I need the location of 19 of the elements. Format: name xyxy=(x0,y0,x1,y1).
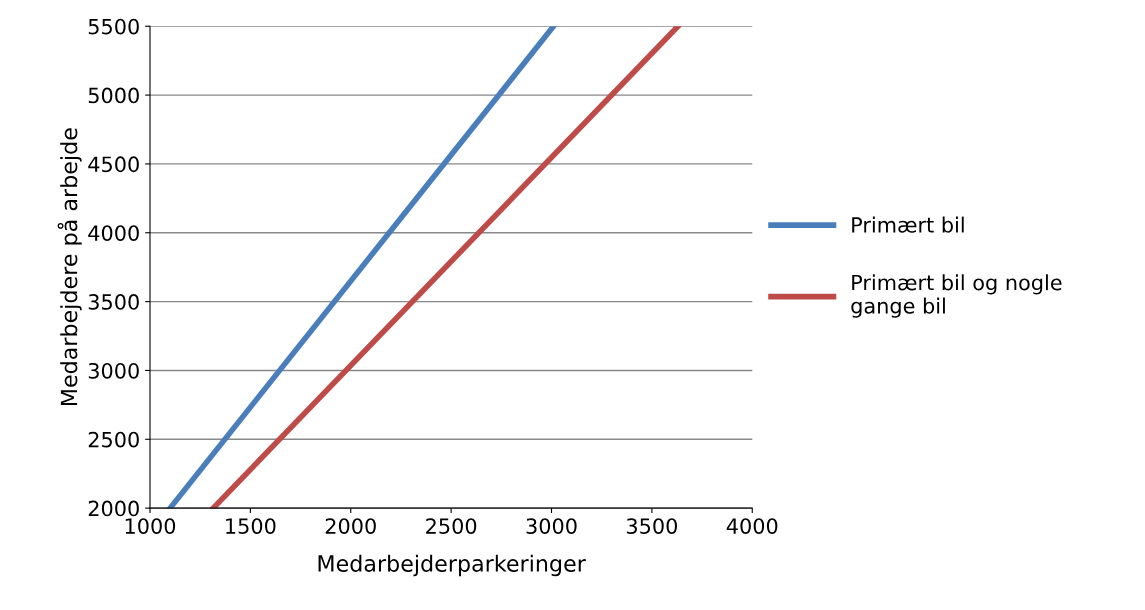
x-tick-label: 4000 xyxy=(726,518,778,534)
x-tick-label: 2500 xyxy=(426,518,477,534)
x-tick-label: 1000 xyxy=(125,518,176,534)
x-tick-label: 3000 xyxy=(526,518,577,534)
y-axis-title: Medarbejdere på arbejde xyxy=(57,128,82,406)
x-tick-label: 1500 xyxy=(226,518,276,534)
x-tick-label: 2000 xyxy=(325,518,376,534)
y-tick-label: 4500 xyxy=(88,156,139,173)
y-tick-label: 3500 xyxy=(88,294,139,310)
y-tick-label: 2500 xyxy=(88,431,139,448)
x-tick-label: 3500 xyxy=(626,518,678,534)
x-axis-title: Medarbejderparkeringer xyxy=(318,554,586,577)
y-tick-label: 2000 xyxy=(88,500,139,517)
legend-label: Primært bil og nogle gange bil xyxy=(851,274,1062,318)
y-tick-label: 5500 xyxy=(88,18,139,35)
y-tick-label: 3000 xyxy=(88,362,139,379)
y-tick-label: 4000 xyxy=(88,225,139,241)
y-tick-label: 5000 xyxy=(88,87,139,104)
legend-label: Primært bil xyxy=(852,216,964,233)
